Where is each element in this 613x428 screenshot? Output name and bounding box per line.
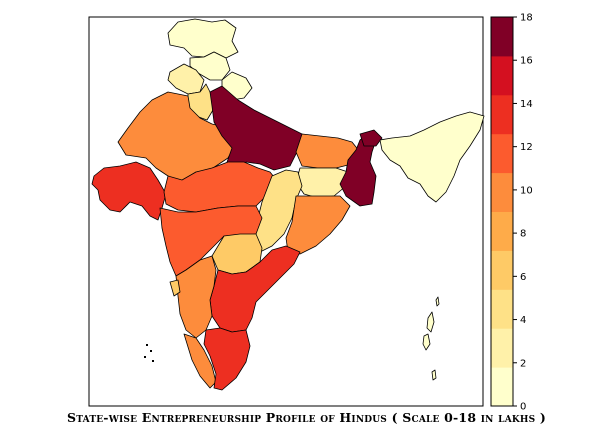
state-karnataka <box>175 255 217 339</box>
state-jammu-kashmir <box>167 18 239 59</box>
states-layer <box>91 18 485 391</box>
color-legend: 0 2 4 6 8 10 12 14 16 18 <box>490 13 533 413</box>
legend-tick-label: 8 <box>520 229 526 240</box>
state-odisha <box>285 195 351 255</box>
state-uttar-pradesh <box>209 85 303 171</box>
lakshadweep-islands <box>144 344 154 362</box>
legend-tick-label: 4 <box>520 315 526 326</box>
legend-bin <box>491 55 513 96</box>
legend-bin <box>491 250 513 290</box>
state-goa <box>169 279 181 297</box>
legend-frame <box>490 16 514 407</box>
map-caption: State-wise Entrepreneurship Profile of H… <box>67 410 546 425</box>
legend-bin <box>491 94 513 135</box>
legend-tick-label: 0 <box>520 402 526 413</box>
legend-tick-label: 16 <box>520 56 533 67</box>
state-north-east <box>379 111 485 203</box>
legend-tick-label: 18 <box>520 13 533 24</box>
legend-tick-label: 6 <box>520 272 526 283</box>
state-tamil-nadu <box>203 327 251 391</box>
legend-bin <box>491 133 513 174</box>
state-sikkim <box>359 129 383 147</box>
legend-tick-label: 2 <box>520 358 526 369</box>
legend-bin <box>491 328 513 368</box>
legend-bin <box>491 172 513 212</box>
legend-bin <box>491 17 513 57</box>
legend-tick-label: 10 <box>520 185 533 196</box>
legend-tick-label: 14 <box>520 99 533 110</box>
state-andaman-nicobar <box>422 296 440 381</box>
legend-tick-label: 12 <box>520 142 533 153</box>
legend-bin <box>491 211 513 251</box>
legend-bin <box>491 289 513 329</box>
legend-bin <box>491 367 513 407</box>
state-gujarat <box>91 161 167 221</box>
